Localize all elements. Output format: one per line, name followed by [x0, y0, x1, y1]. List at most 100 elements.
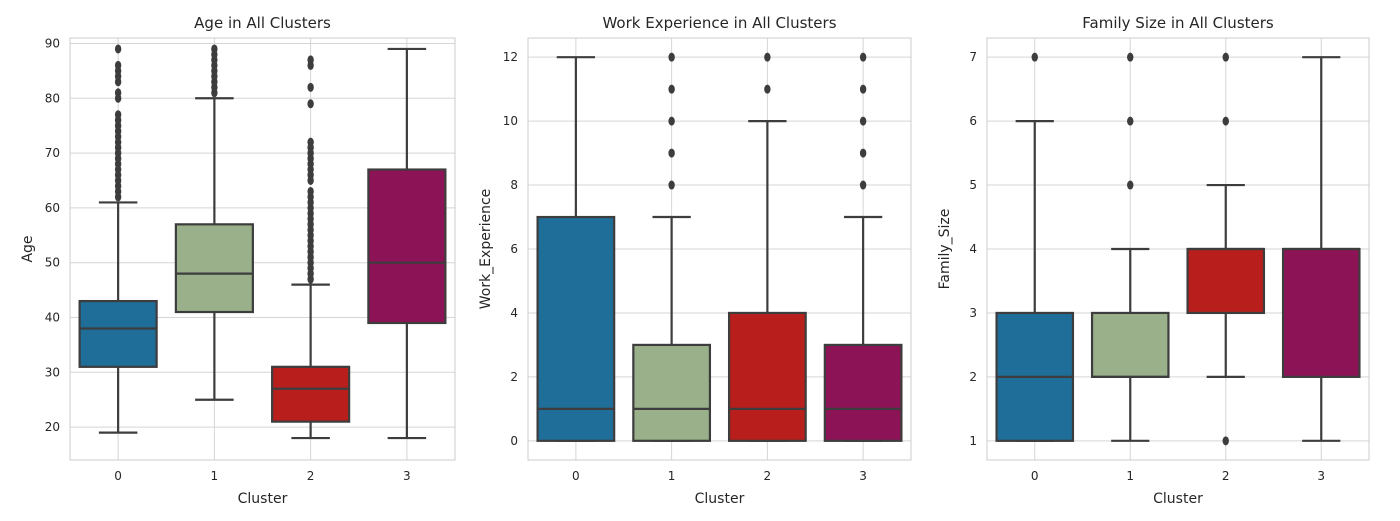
- y-axis-label: Family_Size: [937, 209, 953, 290]
- box-group-2: [1186, 52, 1266, 446]
- x-tick-label: 1: [1126, 469, 1134, 483]
- y-tick-label: 8: [510, 178, 518, 192]
- x-tick-label: 0: [572, 469, 580, 483]
- outlier-point: [859, 52, 867, 62]
- outlier-point: [859, 116, 867, 126]
- y-axis-label: Age: [20, 235, 36, 262]
- chart-panel-2: 1 2 3 4 5 6 7 0 1 2 3 Family Size in All Clusters Cl…: [937, 14, 1370, 507]
- box-cluster-1: [174, 223, 254, 314]
- y-tick-label: 0: [510, 434, 518, 448]
- outlier-point: [668, 180, 675, 190]
- y-tick-label: 12: [503, 50, 518, 64]
- outlier-point: [1222, 436, 1229, 446]
- outlier-point: [211, 44, 218, 54]
- box-cluster-0: [78, 299, 158, 368]
- y-tick-label: 90: [45, 36, 60, 50]
- outlier-point: [1127, 52, 1134, 62]
- outlier-point: [764, 84, 771, 94]
- plot-frame: [986, 37, 1370, 461]
- outlier-point: [307, 82, 314, 92]
- box-group-2: [271, 55, 351, 440]
- outlier-point: [114, 44, 122, 54]
- box-cluster-3: [823, 343, 903, 442]
- outlier-point: [307, 55, 314, 65]
- box-group-3: [367, 47, 447, 440]
- outlier-point: [668, 116, 675, 126]
- chart-title: Age in All Clusters: [194, 14, 331, 32]
- box-group-0: [995, 52, 1075, 442]
- y-tick-label: 2: [510, 370, 518, 384]
- plot-frame: [527, 37, 912, 461]
- x-tick-label: 1: [668, 469, 676, 483]
- chart-title: Work Experience in All Clusters: [602, 14, 836, 32]
- x-tick-label: 0: [1031, 469, 1039, 483]
- outlier-point: [114, 88, 122, 98]
- y-tick-label: 4: [969, 242, 977, 256]
- outlier-point: [1127, 116, 1134, 126]
- y-tick-label: 30: [45, 365, 60, 379]
- y-tick-label: 5: [969, 178, 977, 192]
- box-cluster-2: [271, 365, 351, 423]
- outlier-point: [668, 148, 675, 158]
- box-cluster-3: [1281, 247, 1361, 378]
- outlier-point: [1127, 180, 1134, 190]
- outlier-point: [307, 186, 314, 196]
- box-cluster-2: [1186, 247, 1266, 315]
- x-tick-label: 3: [859, 469, 867, 483]
- outlier-point: [859, 180, 867, 190]
- box-cluster-1: [1090, 311, 1170, 378]
- x-tick-label: 2: [307, 469, 315, 483]
- x-tick-label: 0: [114, 469, 122, 483]
- x-axis-label: Cluster: [695, 491, 745, 507]
- box-cluster-3: [367, 168, 447, 325]
- y-tick-label: 6: [969, 114, 977, 128]
- box-group-1: [1090, 52, 1170, 442]
- box-cluster-0: [536, 215, 616, 442]
- outlier-point: [859, 84, 867, 94]
- y-tick-label: 60: [45, 201, 60, 215]
- box-cluster-2: [727, 311, 807, 442]
- x-tick-label: 2: [1222, 469, 1230, 483]
- y-tick-label: 1: [969, 434, 977, 448]
- box-group-0: [78, 44, 158, 434]
- outlier-point: [1222, 116, 1229, 126]
- x-axis-label: Cluster: [1153, 491, 1203, 507]
- outlier-point: [114, 60, 122, 70]
- y-tick-label: 7: [969, 50, 977, 64]
- box-group-0: [536, 56, 616, 442]
- y-tick-label: 10: [503, 114, 518, 128]
- y-tick-label: 50: [45, 256, 60, 270]
- outlier-point: [764, 52, 771, 62]
- outlier-point: [668, 84, 675, 94]
- outlier-point: [114, 110, 122, 120]
- outlier-point: [1222, 52, 1229, 62]
- x-tick-label: 3: [403, 469, 411, 483]
- box-group-1: [174, 44, 254, 401]
- x-tick-label: 2: [764, 469, 772, 483]
- x-tick-label: 1: [211, 469, 219, 483]
- chart-panel-0: 20 30 40 50 60 70 80 90 0 1 2 3 Age in All Clusters C…: [20, 14, 456, 507]
- y-tick-label: 40: [45, 311, 60, 325]
- box-group-3: [823, 52, 903, 442]
- y-axis-label: Work_Experience: [478, 189, 494, 310]
- y-tick-label: 70: [45, 146, 60, 160]
- y-tick-label: 80: [45, 91, 60, 105]
- x-tick-label: 3: [1317, 469, 1325, 483]
- y-tick-label: 20: [45, 420, 60, 434]
- plot-frame: [69, 37, 456, 461]
- x-axis-label: Cluster: [238, 491, 288, 507]
- outlier-point: [307, 99, 314, 109]
- outlier-point: [307, 137, 314, 147]
- y-tick-label: 2: [969, 370, 977, 384]
- y-tick-label: 3: [969, 306, 977, 320]
- y-tick-label: 6: [510, 242, 518, 256]
- outlier-point: [859, 148, 867, 158]
- box-group-1: [632, 52, 712, 442]
- box-group-2: [727, 52, 807, 442]
- box-group-3: [1281, 56, 1361, 442]
- chart-title: Family Size in All Clusters: [1082, 14, 1274, 32]
- y-tick-label: 4: [510, 306, 518, 320]
- outlier-point: [1031, 52, 1038, 62]
